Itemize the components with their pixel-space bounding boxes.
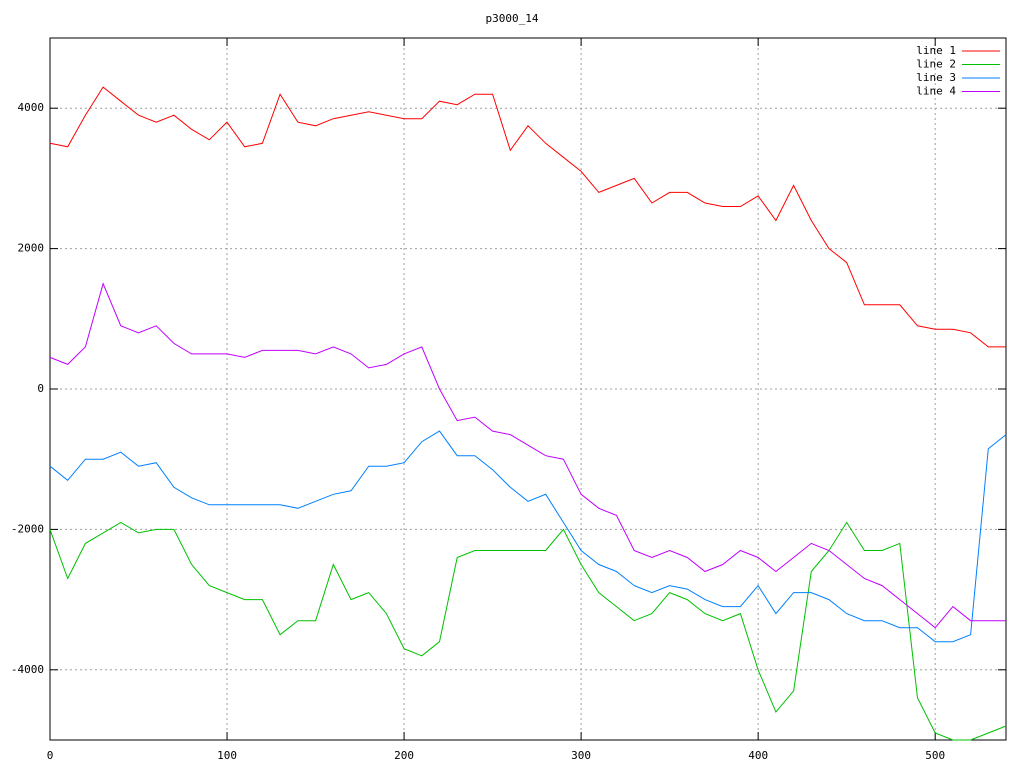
plot-border	[49, 37, 1007, 741]
data-line	[49, 430, 1007, 643]
legend-label: line 1	[916, 44, 956, 57]
x-tick-label: 300	[571, 749, 591, 762]
x-tick-label: 400	[748, 749, 768, 762]
data-line	[49, 282, 1006, 629]
y-tick-label: 0	[37, 382, 44, 395]
y-tick-label: 4000	[18, 101, 45, 114]
data-line	[49, 521, 1007, 741]
legend-label: line 3	[916, 71, 956, 84]
x-tick-label: 100	[217, 749, 237, 762]
legend-label: line 4	[916, 85, 956, 98]
x-tick-label: 500	[925, 749, 945, 762]
x-tick-label: 200	[394, 749, 414, 762]
y-tick-label: -4000	[11, 663, 44, 676]
chart-title: p3000_14	[486, 12, 539, 25]
y-tick-label: 2000	[18, 242, 45, 255]
y-tick-label: -2000	[11, 522, 44, 535]
legend-label: line 2	[916, 58, 956, 71]
data-line	[49, 86, 1006, 348]
x-tick-label: 0	[47, 749, 54, 762]
